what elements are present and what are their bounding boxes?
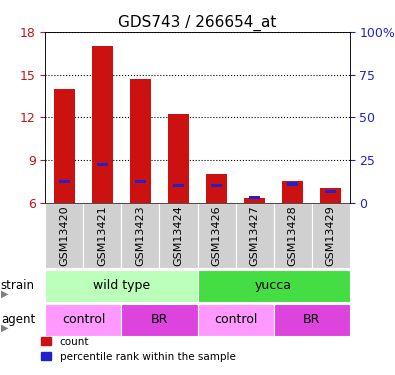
Text: control: control bbox=[214, 313, 257, 326]
Bar bbox=[168, 114, 189, 202]
Bar bbox=[54, 89, 75, 202]
Bar bbox=[198, 202, 235, 268]
Text: GSM13420: GSM13420 bbox=[59, 205, 70, 266]
Text: GSM13424: GSM13424 bbox=[173, 205, 184, 266]
Bar bbox=[97, 162, 108, 166]
Text: GSM13427: GSM13427 bbox=[250, 205, 260, 266]
Text: ▶: ▶ bbox=[1, 323, 8, 333]
Text: GSM13429: GSM13429 bbox=[325, 205, 336, 266]
Bar bbox=[45, 270, 198, 302]
Bar bbox=[92, 46, 113, 202]
Title: GDS743 / 266654_at: GDS743 / 266654_at bbox=[118, 14, 276, 30]
Bar bbox=[325, 189, 336, 193]
Text: GSM13421: GSM13421 bbox=[98, 205, 107, 266]
Text: yucca: yucca bbox=[255, 279, 292, 292]
Bar bbox=[122, 304, 198, 336]
Text: ▶: ▶ bbox=[1, 289, 8, 299]
Bar bbox=[198, 304, 274, 336]
Bar bbox=[235, 202, 274, 268]
Text: GSM13426: GSM13426 bbox=[211, 205, 222, 266]
Bar bbox=[249, 196, 260, 199]
Text: GSM13428: GSM13428 bbox=[288, 205, 297, 266]
Bar bbox=[312, 202, 350, 268]
Bar bbox=[273, 202, 312, 268]
Text: BR: BR bbox=[303, 313, 320, 326]
Bar bbox=[122, 202, 160, 268]
Bar bbox=[173, 184, 184, 187]
Text: control: control bbox=[62, 313, 105, 326]
Bar bbox=[320, 188, 341, 202]
Text: GSM13423: GSM13423 bbox=[135, 205, 145, 266]
Bar bbox=[244, 198, 265, 202]
Text: agent: agent bbox=[1, 313, 35, 326]
Bar bbox=[282, 181, 303, 203]
Text: wild type: wild type bbox=[93, 279, 150, 292]
Bar bbox=[198, 270, 350, 302]
Legend: count, percentile rank within the sample: count, percentile rank within the sample bbox=[37, 333, 240, 366]
Bar bbox=[160, 202, 198, 268]
Text: strain: strain bbox=[1, 279, 35, 292]
Text: BR: BR bbox=[151, 313, 168, 326]
Bar bbox=[59, 180, 70, 183]
Bar bbox=[287, 183, 298, 186]
Bar bbox=[273, 304, 350, 336]
Bar bbox=[135, 180, 146, 183]
Bar bbox=[45, 304, 122, 336]
Bar bbox=[211, 184, 222, 187]
Bar bbox=[45, 202, 83, 268]
Bar bbox=[83, 202, 122, 268]
Bar bbox=[130, 79, 151, 203]
Bar bbox=[206, 174, 227, 202]
